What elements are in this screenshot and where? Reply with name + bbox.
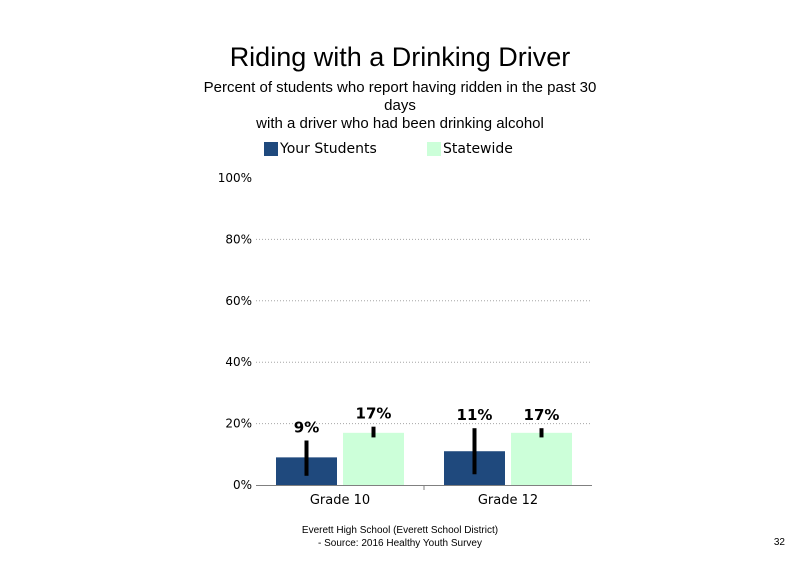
legend-label-statewide: Statewide [443,141,513,157]
legend-swatch-statewide [427,142,441,156]
legend-label-your-students: Your Students [280,141,377,157]
chart-subtitle-line-3: with a driver who had been drinking alco… [256,115,544,132]
page-number: 32 [773,537,785,548]
data-label-statewide-grade-12: 17% [524,406,560,424]
data-label-your-students-grade-10: 9% [294,418,319,436]
y-tick-label-20: 20% [225,417,252,431]
legend-swatch-your-students [264,142,278,156]
y-tick-label-40: 40% [225,355,252,369]
y-tick-label-0: 0% [233,478,252,492]
x-tick-label-grade-10: Grade 10 [310,493,370,508]
data-label-statewide-grade-10: 17% [356,405,392,423]
data-label-your-students-grade-12: 11% [457,406,493,424]
chart-subtitle-line-1: Percent of students who report having ri… [203,79,597,96]
footer-source: - Source: 2016 Healthy Youth Survey [318,538,482,549]
y-tick-label-80: 80% [225,232,252,246]
bar-statewide-grade-12 [511,432,572,485]
y-tick-label-100: 100% [218,171,252,185]
chart-subtitle-line-2: days [384,97,416,114]
bar-statewide-grade-10 [343,432,404,485]
footer-school: Everett High School (Everett School Dist… [301,525,499,536]
legend-item-your-students: Your Students [264,140,377,158]
y-tick-label-60: 60% [225,294,252,308]
x-tick-label-grade-12: Grade 12 [478,493,538,508]
chart-title: Riding with a Drinking Driver [229,42,571,72]
legend-item-statewide: Statewide [427,140,513,158]
